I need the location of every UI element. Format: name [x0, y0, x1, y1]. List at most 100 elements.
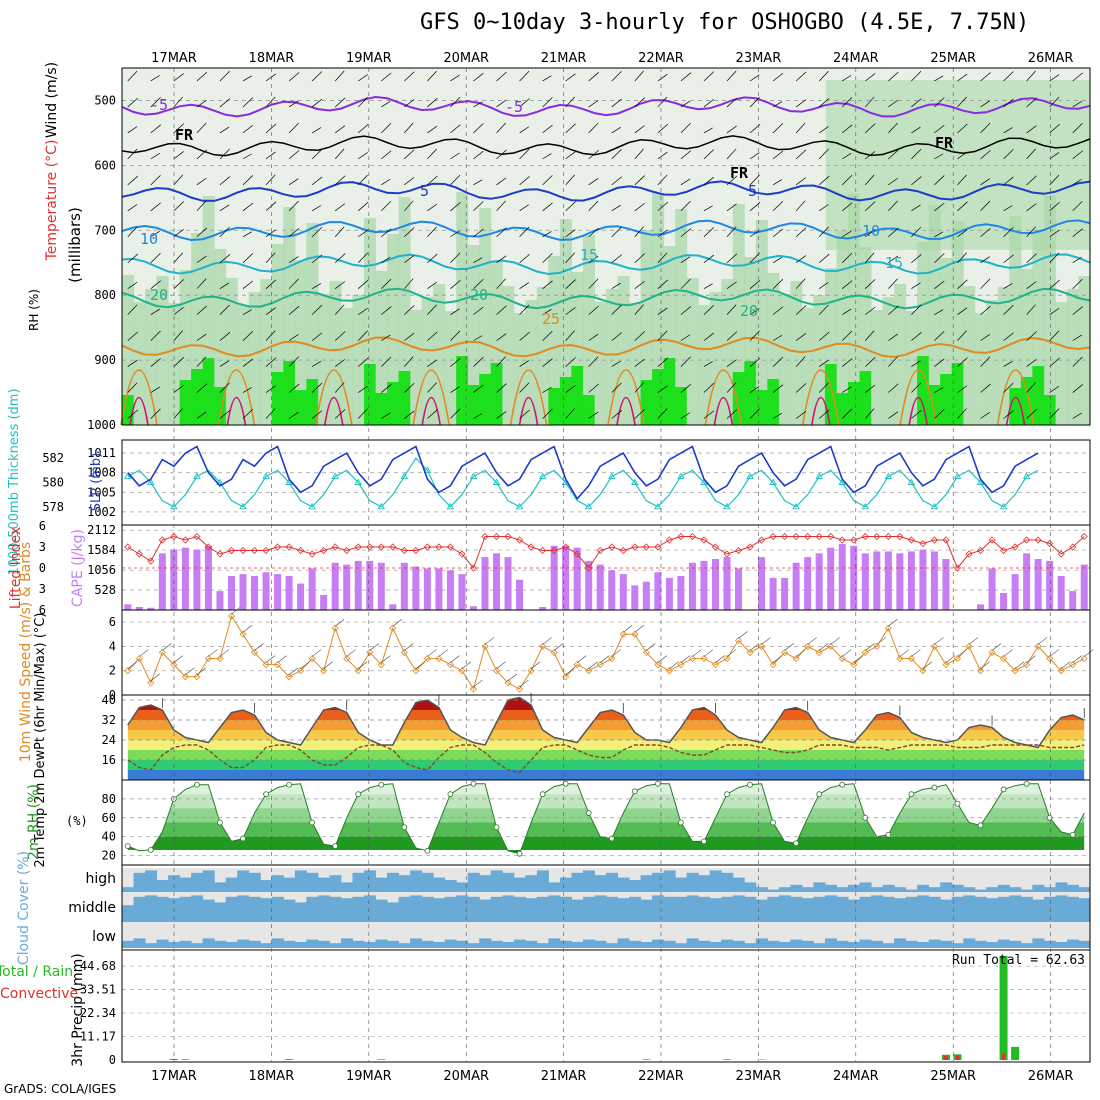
cloud-high-bar [1020, 889, 1033, 892]
isotherm-30-loop [129, 397, 149, 426]
rh-marker [954, 800, 961, 807]
lifted-index-marker [942, 536, 950, 544]
wind-barb [1049, 152, 1060, 160]
wind-speed-marker [700, 655, 708, 663]
lifted-index-marker [1023, 536, 1031, 544]
wind-barb [749, 279, 761, 289]
wind-speed-marker [884, 624, 892, 632]
wind-barb [196, 122, 207, 134]
wind-barb [311, 332, 323, 341]
thickness-marker [354, 478, 363, 485]
rh-saturated-column [306, 379, 319, 425]
wind-barb [196, 383, 208, 393]
wind-barb [957, 279, 968, 289]
wind-barb [680, 256, 691, 264]
wind-barb [911, 71, 922, 82]
cloud-middle-bar [663, 896, 676, 922]
wind-barb-10m [715, 655, 725, 663]
thickness-marker [607, 472, 616, 479]
wind-barb [888, 149, 899, 160]
wind-barb [888, 122, 898, 134]
lifted-index-marker [677, 532, 685, 541]
wind-barb [865, 174, 875, 186]
wind-barb [703, 149, 715, 160]
lifted-index-marker [758, 536, 766, 544]
wind-barb [980, 278, 991, 289]
isotherm-30-loop [1005, 397, 1026, 426]
cape-bar [389, 604, 397, 610]
lifted-index-marker [665, 536, 673, 544]
cloud-low-bar [214, 940, 227, 948]
cloud-middle-bar [306, 896, 319, 922]
lifted-index-marker [769, 532, 777, 541]
cape-bar [792, 562, 800, 610]
wind-barb [1072, 384, 1083, 393]
lifted-index-marker [700, 536, 708, 544]
rh-marker [793, 840, 800, 847]
wind-speed-marker [919, 667, 927, 675]
cloud-low-bar [698, 940, 711, 948]
wind-barb [657, 151, 668, 160]
cloud-low-bar [997, 939, 1010, 948]
wind-barb [496, 383, 507, 393]
cloud-low-bar [559, 940, 572, 948]
wind-speed-marker [723, 655, 731, 663]
wind-barb [865, 151, 876, 160]
wind-barb-10m [542, 637, 552, 645]
date-tick-bottom: 18MAR [249, 1069, 295, 1084]
thickness-marker [654, 502, 662, 510]
cape-bar [366, 560, 374, 610]
wind-barb [726, 70, 737, 82]
lifted-index-marker [343, 546, 351, 555]
cape-bar [596, 564, 604, 610]
thickness-marker [884, 472, 893, 479]
cape-bar [896, 553, 904, 610]
wind-barb [334, 203, 346, 212]
cloud-high-bar [813, 882, 826, 892]
wind-barb [265, 279, 277, 289]
wind-barb-10m [242, 625, 253, 633]
thickness-marker [515, 502, 524, 510]
wind-barb [427, 409, 438, 419]
cloud-middle-bar [1078, 898, 1091, 922]
wind-barb [818, 382, 829, 393]
cape-bar [297, 583, 305, 610]
wind-barb [473, 201, 484, 212]
cloud-low-bar [456, 940, 469, 948]
wind-barb [173, 357, 184, 367]
cloud-low-bar [801, 940, 814, 948]
wind-barb [1072, 412, 1082, 419]
wind-barb [381, 256, 391, 264]
thickness-marker [815, 472, 823, 479]
lifted-index-marker [274, 543, 282, 551]
rh-moist-column [675, 209, 688, 425]
wind-barb [749, 202, 761, 212]
wind-barb [242, 75, 252, 82]
wind-barb [496, 356, 506, 367]
wind-barb-10m [623, 625, 633, 633]
dewpoint-line [127, 744, 1085, 774]
wind-barb [288, 334, 299, 341]
cloud-low-bar [790, 939, 803, 948]
lifted-index-marker [965, 550, 973, 558]
wind-barb [703, 99, 715, 108]
wind-barb [519, 253, 530, 263]
wind-barb [358, 230, 368, 238]
wind-barb [127, 331, 138, 341]
thickness-marker [930, 502, 939, 510]
lifted-index-marker [158, 536, 166, 544]
rh-saturated-column [640, 380, 653, 425]
thickness-marker [123, 472, 132, 479]
wind-speed-marker [135, 655, 143, 663]
wind-barb [934, 75, 944, 82]
cloud-middle-bar [375, 899, 388, 922]
wind-barb [265, 123, 277, 134]
wind-barb [1003, 227, 1014, 238]
wind-barb-10m [127, 661, 137, 669]
wind-barb [450, 152, 460, 160]
cloud-high-bar [894, 887, 907, 892]
wind-barb [588, 356, 599, 367]
wind-barb-10m [795, 649, 806, 657]
wind-barb [127, 382, 138, 393]
wind-barb [519, 282, 530, 289]
